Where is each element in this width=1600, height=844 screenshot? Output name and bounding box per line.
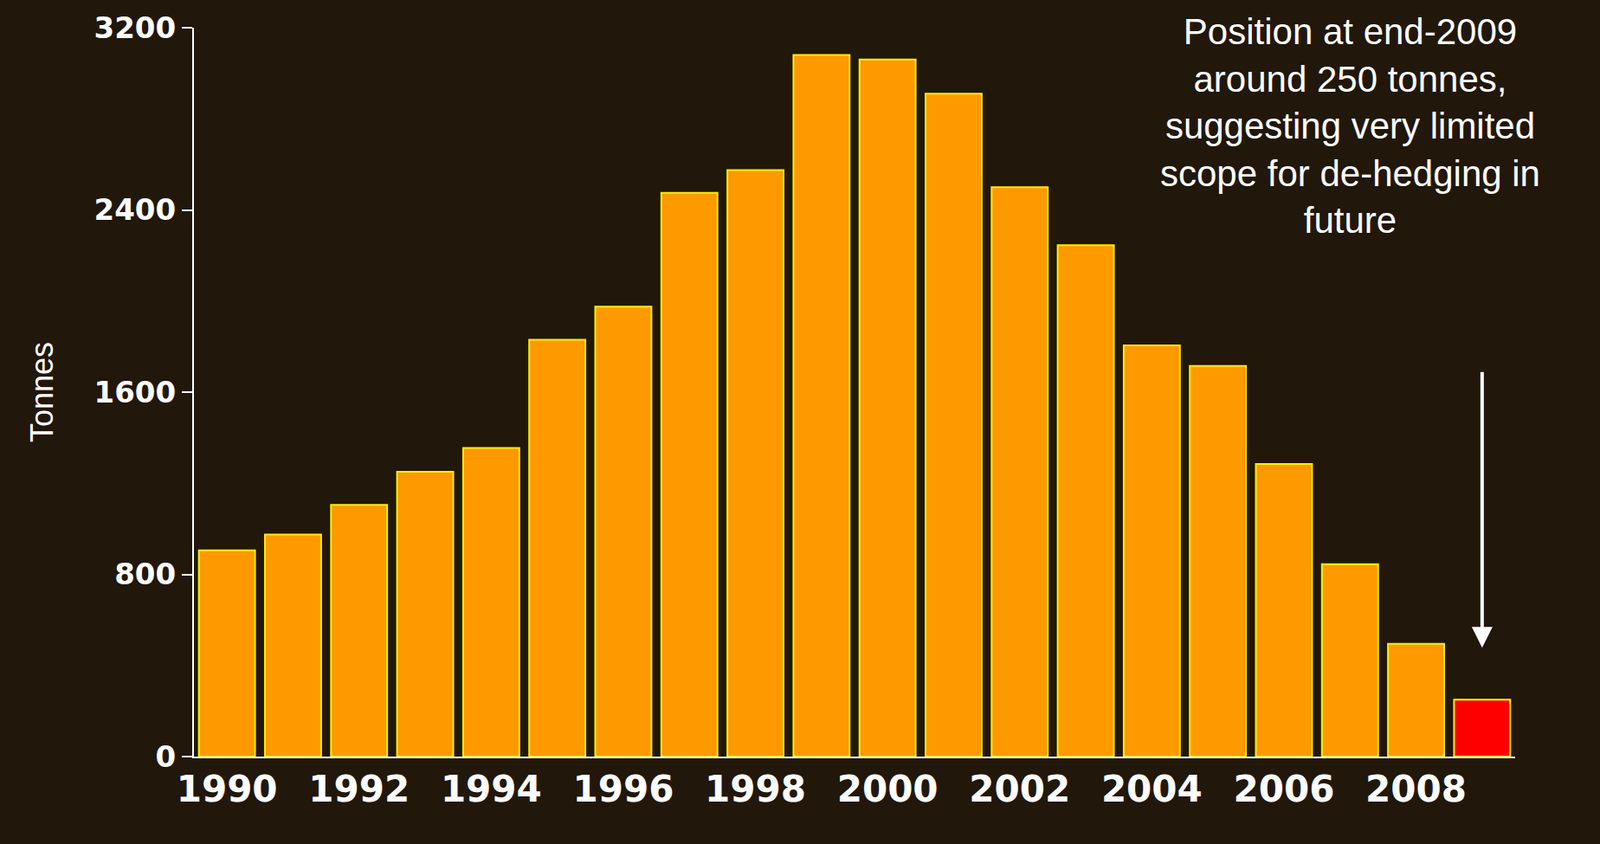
svg-text:1996: 1996 <box>572 767 674 811</box>
svg-text:2004: 2004 <box>1101 767 1203 811</box>
svg-text:2008: 2008 <box>1365 767 1467 811</box>
svg-text:Position at end-2009around 250: Position at end-2009around 250 tonnes,su… <box>1160 11 1541 241</box>
svg-text:2006: 2006 <box>1232 767 1335 811</box>
svg-text:0: 0 <box>155 739 177 775</box>
svg-text:2002: 2002 <box>968 767 1071 811</box>
svg-text:2400: 2400 <box>94 192 177 227</box>
svg-text:3200: 3200 <box>94 10 177 46</box>
svg-text:1990: 1990 <box>176 767 278 811</box>
svg-text:1994: 1994 <box>440 767 542 811</box>
svg-text:1600: 1600 <box>94 374 177 410</box>
svg-text:800: 800 <box>114 556 176 592</box>
svg-text:Tonnes: Tonnes <box>24 341 60 443</box>
svg-text:1992: 1992 <box>308 767 410 811</box>
svg-text:2000: 2000 <box>837 767 939 811</box>
svg-text:1998: 1998 <box>704 767 807 811</box>
